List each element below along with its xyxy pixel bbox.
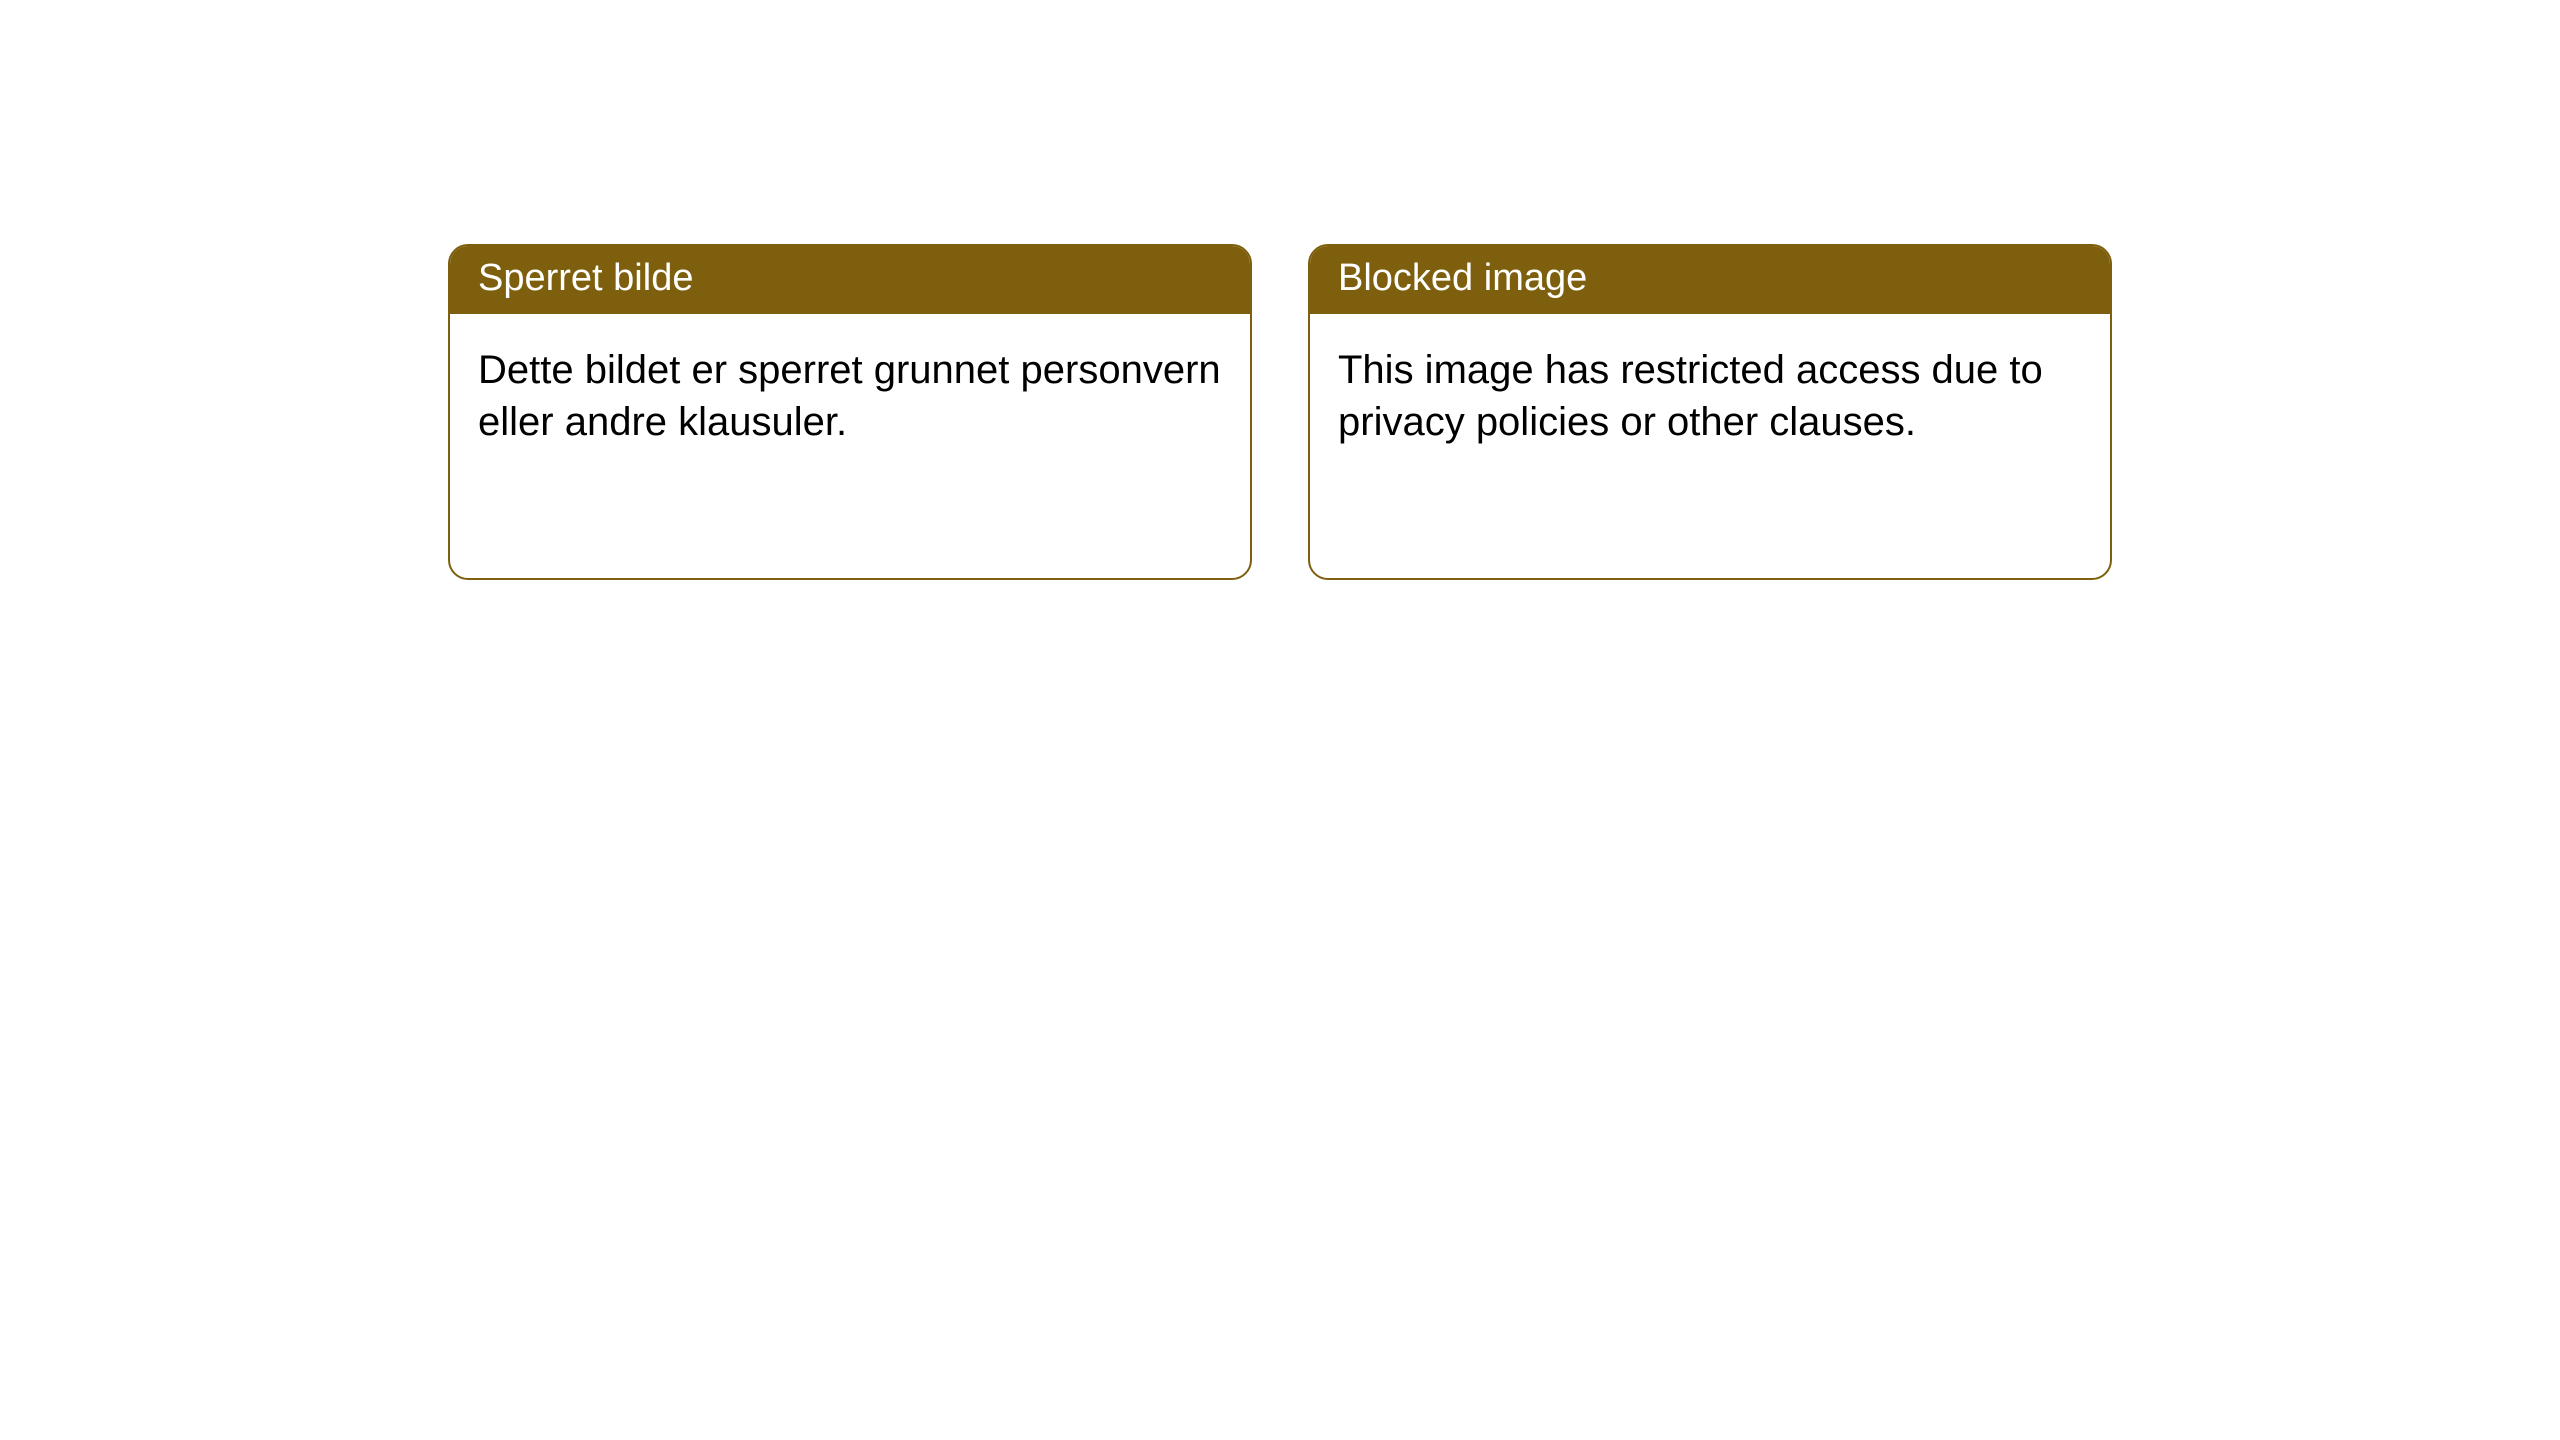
card-body-en: This image has restricted access due to … <box>1310 314 2110 478</box>
blocked-image-card-no: Sperret bilde Dette bildet er sperret gr… <box>448 244 1252 580</box>
card-body-text-en: This image has restricted access due to … <box>1338 348 2043 444</box>
card-header-no: Sperret bilde <box>450 246 1250 314</box>
card-body-text-no: Dette bildet er sperret grunnet personve… <box>478 348 1221 444</box>
card-title-en: Blocked image <box>1338 257 1587 299</box>
card-body-no: Dette bildet er sperret grunnet personve… <box>450 314 1250 478</box>
blocked-image-card-en: Blocked image This image has restricted … <box>1308 244 2112 580</box>
notice-container: Sperret bilde Dette bildet er sperret gr… <box>0 0 2560 580</box>
card-header-en: Blocked image <box>1310 246 2110 314</box>
card-title-no: Sperret bilde <box>478 257 693 299</box>
